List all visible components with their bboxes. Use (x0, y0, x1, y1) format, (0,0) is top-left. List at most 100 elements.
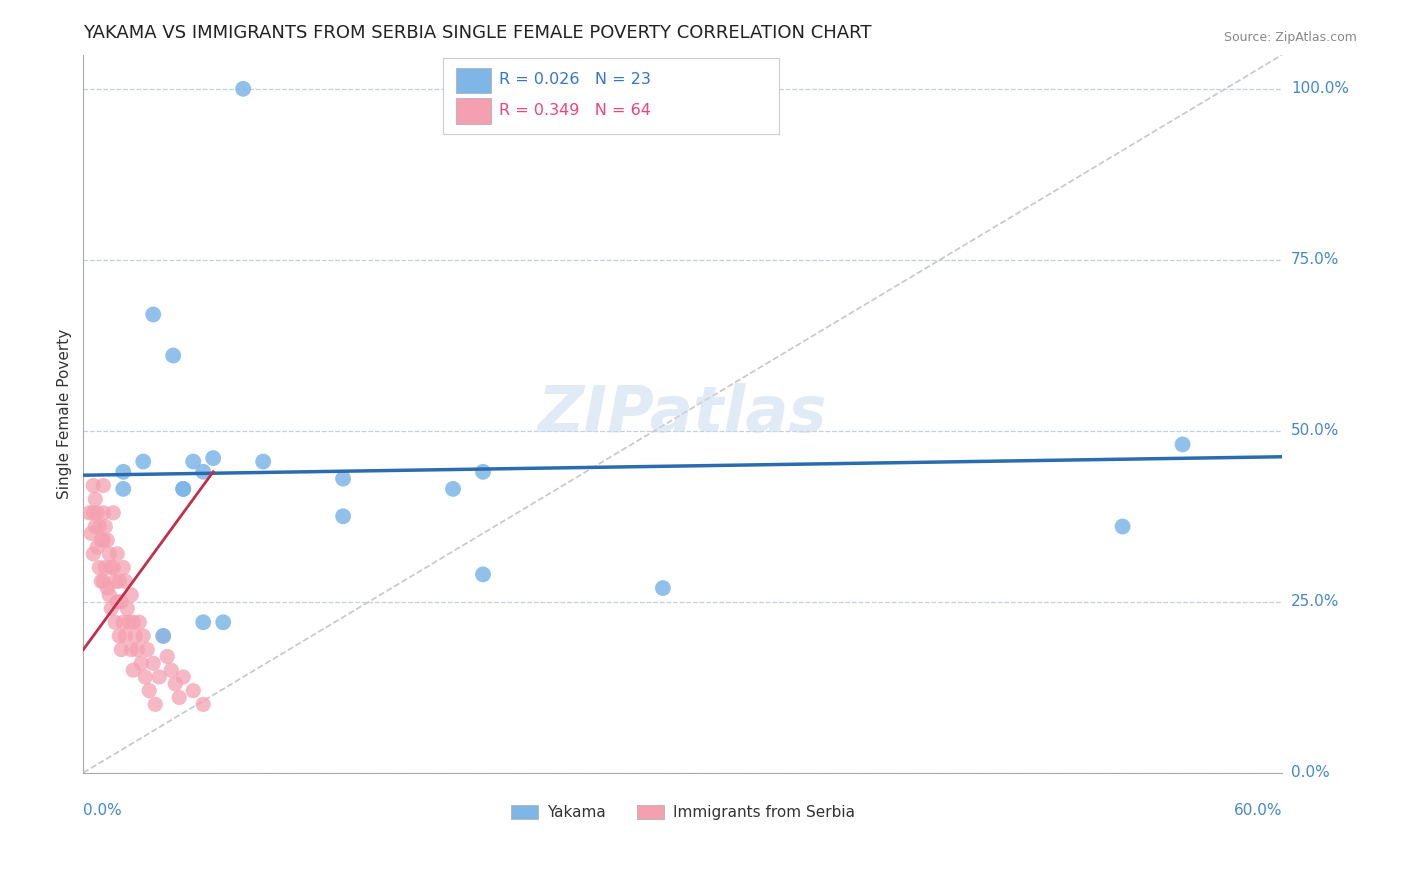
Point (181, 454, 204, 468)
Text: 0.0%: 0.0% (1291, 765, 1330, 780)
Point (143, 698, 166, 712)
Point (86, 506, 108, 520)
Point (104, 574, 127, 589)
Point (142, 308, 165, 322)
Text: ZIPatlas: ZIPatlas (538, 383, 828, 445)
Point (142, 657, 165, 671)
Point (100, 560, 122, 574)
Point (108, 629, 131, 643)
Point (122, 663, 145, 677)
Point (332, 472, 354, 486)
Point (120, 588, 142, 602)
Point (112, 482, 135, 496)
Point (84, 519, 107, 533)
Point (124, 629, 146, 643)
Point (108, 574, 131, 589)
Point (91, 533, 114, 548)
Point (105, 547, 128, 561)
Point (202, 451, 225, 466)
Point (84, 492, 107, 507)
Point (162, 349, 184, 363)
Legend: Yakama, Immigrants from Serbia: Yakama, Immigrants from Serbia (505, 798, 862, 826)
Point (148, 670, 170, 684)
Point (132, 454, 155, 468)
Point (122, 615, 145, 630)
Point (110, 595, 132, 609)
Point (80, 526, 103, 541)
Point (193, 698, 215, 712)
Text: 0.0%: 0.0% (83, 804, 122, 818)
Text: 25.0%: 25.0% (1291, 594, 1339, 609)
Text: 50.0%: 50.0% (1291, 424, 1339, 438)
Point (91, 478, 114, 492)
Y-axis label: Single Female Poverty: Single Female Poverty (58, 328, 72, 499)
Point (82, 506, 104, 520)
Point (112, 560, 135, 574)
Point (96, 581, 118, 595)
Point (82, 478, 104, 492)
Point (152, 629, 174, 643)
Point (94, 519, 117, 533)
Point (172, 482, 194, 496)
Point (172, 482, 194, 496)
Point (129, 657, 152, 671)
Point (193, 615, 215, 630)
Point (1171, 437, 1194, 451)
Point (138, 683, 160, 698)
Point (472, 567, 495, 582)
Point (105, 595, 128, 609)
Point (441, 482, 464, 496)
FancyBboxPatch shape (443, 58, 779, 134)
Point (1111, 519, 1133, 533)
Point (91, 506, 114, 520)
Text: Source: ZipAtlas.com: Source: ZipAtlas.com (1223, 31, 1357, 45)
Text: 75.0%: 75.0% (1291, 252, 1339, 268)
Point (112, 615, 135, 630)
Text: R = 0.026   N = 23: R = 0.026 N = 23 (499, 72, 651, 87)
Point (193, 465, 215, 479)
Point (172, 670, 194, 684)
Point (104, 615, 127, 630)
Point (89, 519, 111, 533)
Point (90, 533, 112, 548)
Text: 100.0%: 100.0% (1291, 81, 1348, 96)
Point (181, 683, 204, 698)
Text: YAKAMA VS IMMIGRANTS FROM SERBIA SINGLE FEMALE POVERTY CORRELATION CHART: YAKAMA VS IMMIGRANTS FROM SERBIA SINGLE … (83, 24, 872, 42)
Point (112, 465, 135, 479)
Point (651, 581, 673, 595)
Point (472, 465, 495, 479)
Point (89, 560, 111, 574)
Point (94, 560, 117, 574)
Point (120, 642, 142, 657)
Text: R = 0.349   N = 64: R = 0.349 N = 64 (499, 103, 651, 118)
FancyBboxPatch shape (456, 68, 491, 94)
FancyBboxPatch shape (456, 98, 491, 124)
Point (160, 663, 183, 677)
Point (128, 615, 150, 630)
Text: 60.0%: 60.0% (1234, 804, 1282, 818)
Point (212, 615, 235, 630)
Point (332, 509, 354, 524)
Point (167, 690, 190, 705)
Point (156, 649, 179, 664)
Point (98, 588, 121, 602)
Point (103, 506, 125, 520)
Point (82, 547, 104, 561)
Point (117, 601, 139, 615)
Point (232, 82, 254, 96)
Point (136, 642, 159, 657)
Point (127, 642, 149, 657)
Point (100, 601, 122, 615)
Point (134, 670, 156, 684)
Point (110, 642, 132, 657)
Point (98, 547, 121, 561)
Point (114, 629, 136, 643)
Point (96, 533, 118, 548)
Point (152, 629, 174, 643)
Point (114, 574, 136, 589)
Point (132, 629, 155, 643)
Point (165, 677, 187, 691)
Point (86, 540, 108, 554)
Point (91, 574, 114, 589)
Point (79, 506, 101, 520)
